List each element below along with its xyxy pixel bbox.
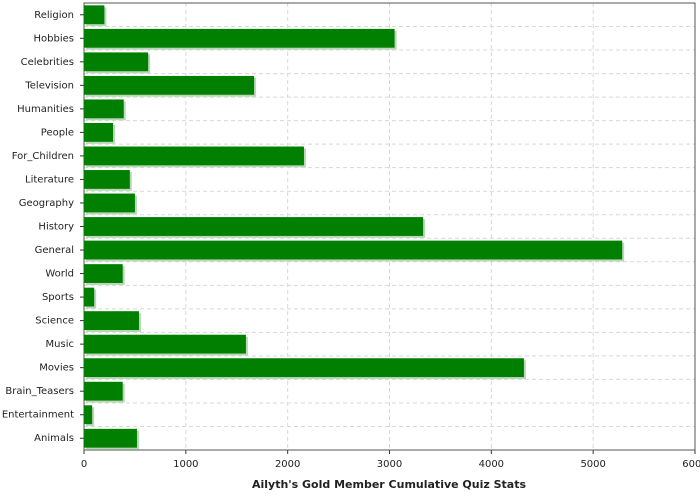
y-tick-label: History [38,222,74,233]
x-tick-label: 6000 [682,459,700,470]
y-tick-label: Television [24,80,74,91]
y-tick-label: World [45,269,74,280]
bar [84,428,137,448]
bar [84,146,304,166]
y-tick-label: Movies [39,363,74,374]
chart-title: Ailyth's Gold Member Cumulative Quiz Sta… [252,478,527,491]
y-tick-label: Science [35,316,74,327]
y-tick-label: Humanities [17,104,74,115]
bar [84,334,246,354]
y-tick-label: Literature [25,174,74,185]
bar [84,287,95,307]
y-tick-label: Hobbies [34,33,74,44]
bar [84,264,123,283]
bar [84,99,124,119]
x-tick-label: 2000 [275,459,300,470]
y-tick-label: Entertainment [2,410,74,421]
y-tick-label: Animals [34,433,74,444]
bar [84,405,93,425]
x-tick-label: 4000 [479,459,504,470]
x-tick-label: 1000 [173,459,198,470]
bar [84,311,139,331]
bar [84,240,623,260]
x-tick-label: 0 [81,459,87,470]
bar [84,122,114,142]
y-tick-label: Religion [34,10,74,21]
bar [84,381,123,401]
y-tick-label: For_Children [12,151,74,162]
y-tick-label: Geography [19,198,74,209]
bar [84,170,130,189]
bar [84,217,424,236]
y-tick-label: People [41,127,74,138]
x-tick-label: 3000 [377,459,402,470]
bar [84,5,105,25]
y-tick-label: Celebrities [21,57,74,68]
y-tick-label: Sports [42,292,74,303]
bar [84,358,524,378]
x-tick-label: 5000 [580,459,605,470]
y-tick-label: Brain_Teasers [5,386,74,397]
y-tick-label: Music [46,339,74,350]
bar [84,52,149,72]
y-tick-label: General [35,245,74,256]
bar [84,193,135,213]
bar [84,75,255,95]
bar [84,28,395,48]
